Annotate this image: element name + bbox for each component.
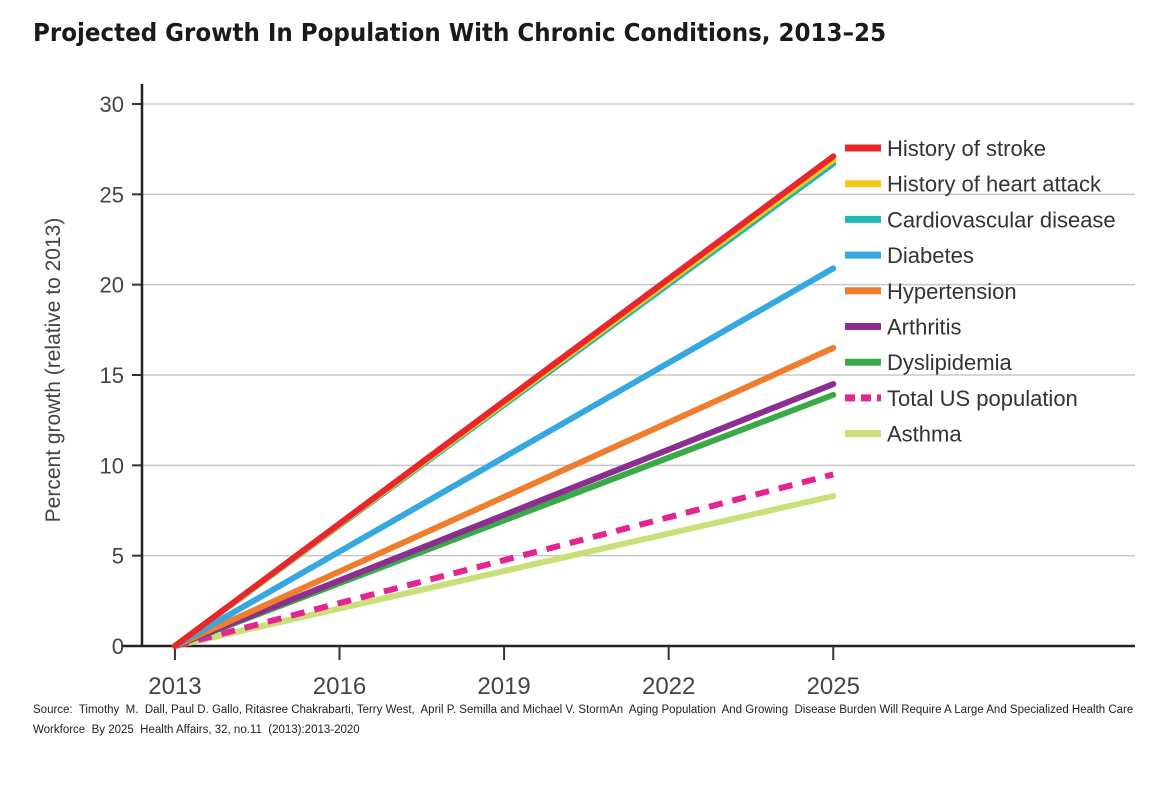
legend-label-arthritis: Arthritis [887, 315, 962, 340]
y-tick-label-15: 15 [100, 363, 124, 388]
y-tick-label-0: 0 [112, 634, 124, 659]
series-lines [171, 153, 837, 649]
legend-label-history-of-heart-attack: History of heart attack [887, 172, 1102, 197]
legend-label-hypertension: Hypertension [887, 279, 1017, 304]
series-line-total-us-population [174, 471, 835, 649]
legend-label-dyslipidemia: Dyslipidemia [887, 350, 1012, 375]
y-tick-label-25: 25 [100, 182, 124, 207]
y-tick-label-10: 10 [100, 453, 124, 478]
series-line-asthma [171, 493, 837, 649]
y-tick-label-20: 20 [100, 273, 124, 298]
source-note: Source: Timothy M. Dall, Paul D. Gallo, … [33, 704, 1134, 736]
legend-label-total-us-population: Total US population [887, 386, 1078, 411]
legend-label-history-of-stroke: History of stroke [887, 136, 1046, 161]
legend-label-cardiovascular-disease: Cardiovascular disease [887, 207, 1116, 232]
series-line-arthritis [171, 381, 837, 649]
y-axis-label: Percent growth (relative to 2013) [42, 218, 65, 523]
x-tick-label-2025: 2025 [807, 673, 860, 700]
x-tick-label-2013: 2013 [148, 673, 201, 700]
x-tick-label-2019: 2019 [477, 673, 530, 700]
y-tick-label-30: 30 [100, 92, 124, 117]
series-line-history-of-stroke [171, 153, 837, 649]
legend-label-diabetes: Diabetes [887, 243, 974, 268]
legend: History of stroke History of heart attack… [845, 136, 1116, 447]
series-line-diabetes [171, 265, 837, 649]
x-tick-label-2022: 2022 [642, 673, 695, 700]
y-tick-label-5: 5 [112, 544, 124, 569]
gridlines [142, 103, 1135, 557]
x-tick-label-2016: 2016 [313, 673, 366, 700]
series-line-hypertension [171, 344, 837, 649]
chart-title: Projected Growth In Population With Chro… [33, 18, 887, 47]
legend-label-asthma: Asthma [887, 422, 962, 447]
